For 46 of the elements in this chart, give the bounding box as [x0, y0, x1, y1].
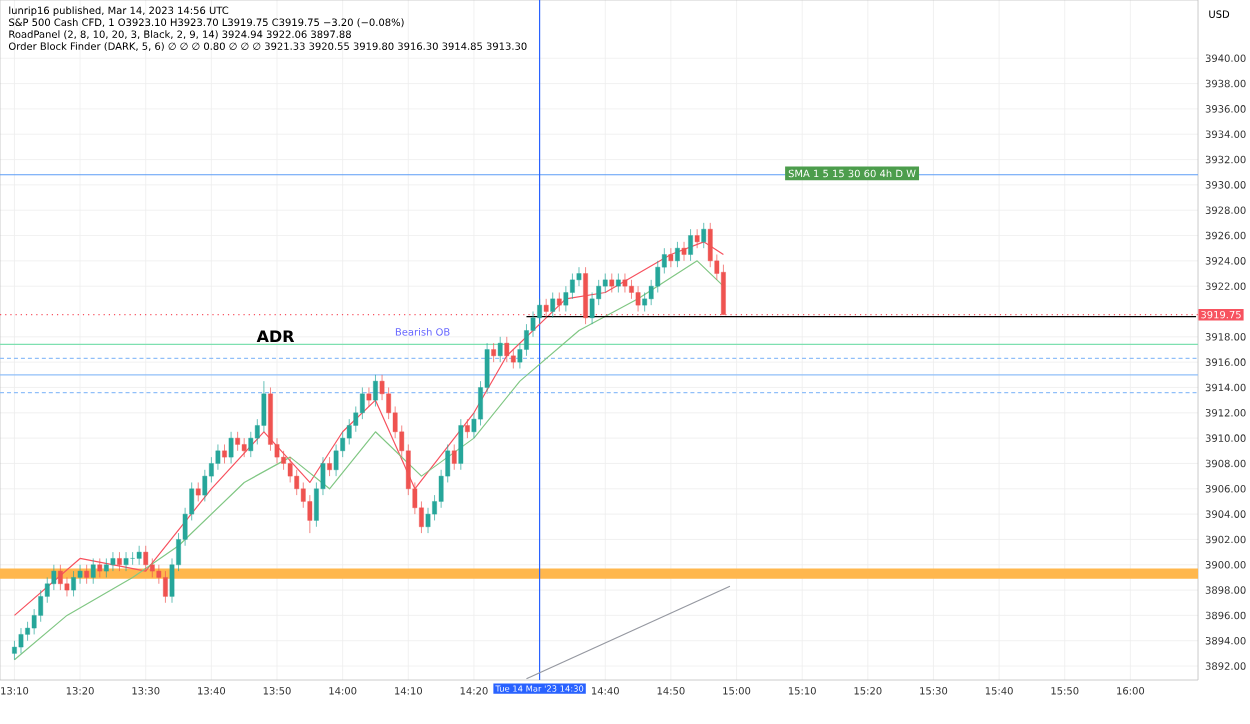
candlestick: [18, 627, 24, 654]
candlestick: [556, 292, 562, 312]
candlestick: [681, 241, 687, 262]
candlestick: [583, 266, 588, 325]
candlestick: [163, 570, 168, 604]
candlestick: [451, 444, 457, 471]
candlestick: [97, 558, 103, 578]
candlestick: [504, 336, 510, 363]
candlestick: [642, 292, 647, 312]
candlestick: [241, 437, 247, 458]
candlestick: [366, 387, 372, 407]
candlestick: [550, 292, 556, 319]
candlestick: [195, 482, 201, 502]
candlestick: [143, 545, 149, 572]
candlestick: [103, 558, 109, 578]
candlestick: [694, 228, 700, 249]
candlestick: [668, 247, 674, 268]
candlestick: [84, 564, 89, 585]
candlestick: [228, 431, 234, 464]
candlestick: [635, 285, 641, 312]
candlestick: [58, 564, 63, 591]
candlestick: [117, 551, 122, 572]
candlestick: [458, 418, 464, 471]
candlestick: [130, 551, 135, 566]
candlestick: [71, 570, 76, 597]
candlestick: [136, 545, 142, 566]
candlestick: [497, 336, 503, 363]
candlestick: [688, 228, 693, 262]
candlestick: [360, 387, 365, 420]
candlestick: [373, 374, 378, 407]
candlestick: [609, 273, 615, 293]
candlestick: [616, 273, 621, 293]
candlestick: [110, 551, 116, 572]
candlestick: [543, 298, 549, 319]
candlestick: [721, 264, 726, 316]
candlestick: [491, 342, 496, 363]
candlestick: [235, 431, 240, 452]
candlestick: [123, 551, 129, 572]
candlestick: [701, 222, 707, 249]
candlestick: [465, 418, 470, 439]
candlestick: [90, 558, 96, 585]
candlestick: [510, 349, 516, 369]
candlestick: [327, 456, 332, 477]
candlestick: [675, 241, 680, 268]
candlestick: [222, 444, 227, 464]
candlestick: [622, 273, 628, 293]
